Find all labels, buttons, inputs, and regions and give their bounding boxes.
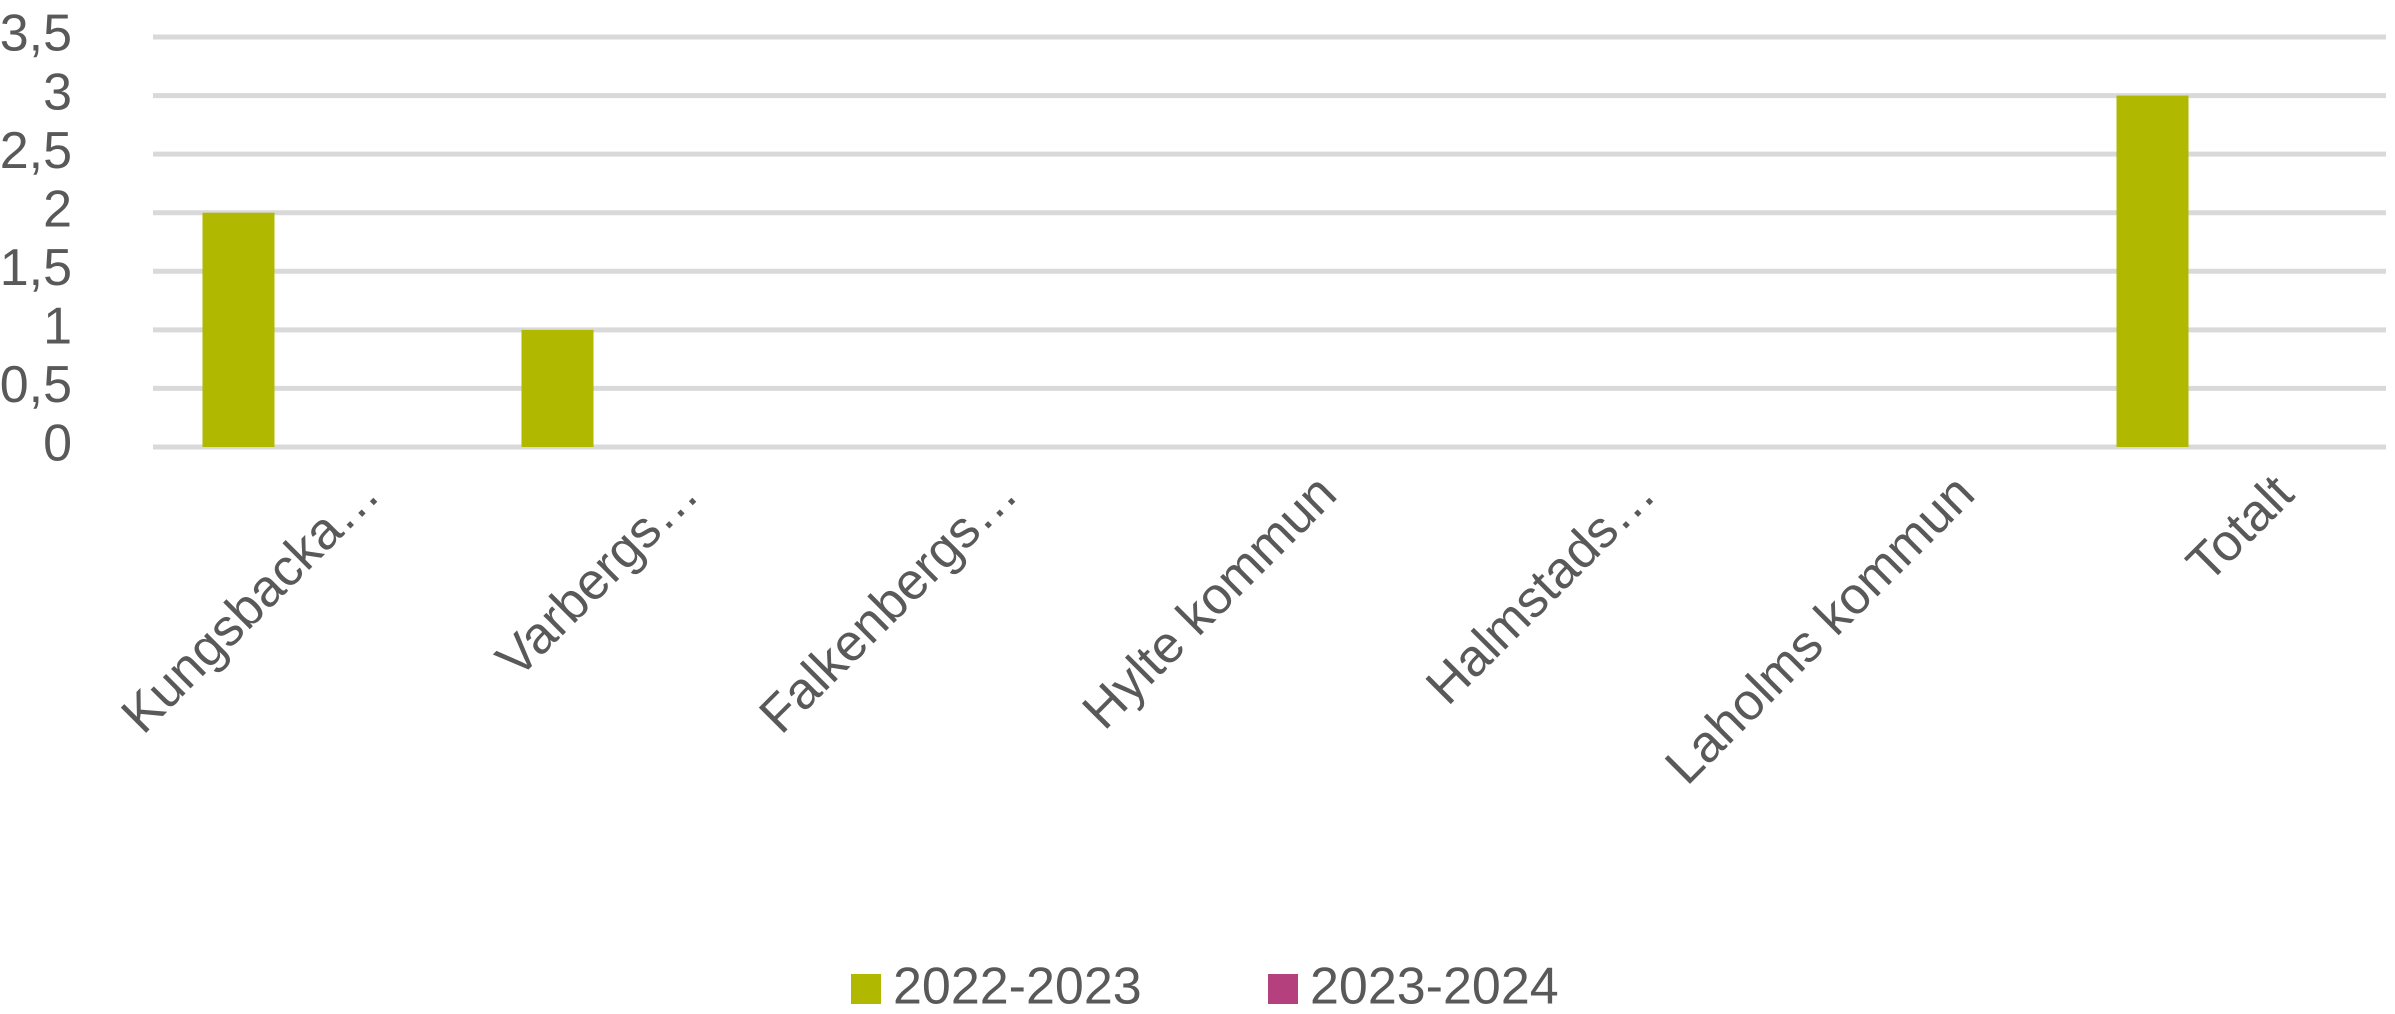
x-tick-label: Varbergs…: [485, 464, 709, 688]
x-tick-label: Halmstads…: [1415, 464, 1666, 715]
y-tick-label: 3,5: [0, 5, 72, 63]
y-tick-label: 2: [43, 180, 72, 238]
x-tick-label: Falkenbergs…: [749, 464, 1029, 744]
bar: [202, 212, 275, 447]
y-tick-label: 0: [43, 415, 72, 473]
y-tick-label: 0,5: [0, 356, 72, 414]
y-tick-label: 1: [43, 298, 72, 356]
y-tick-label: 3: [43, 63, 72, 121]
y-tick-label: 2,5: [0, 122, 72, 180]
bar: [2116, 95, 2189, 448]
legend-label: 2023-2024: [1310, 958, 1559, 1014]
legend-swatch: [1268, 974, 1298, 1004]
x-tick-label: Totalt: [2176, 464, 2305, 593]
legend-label: 2022-2023: [893, 958, 1142, 1014]
x-tick-label: Hylte kommun: [1072, 464, 1348, 740]
y-tick-label: 1,5: [0, 239, 72, 297]
x-tick-label: Laholms kommun: [1654, 464, 1985, 795]
legend-swatch: [851, 974, 881, 1004]
x-tick-label: Kungsbacka…: [111, 464, 391, 744]
bar: [521, 329, 594, 447]
